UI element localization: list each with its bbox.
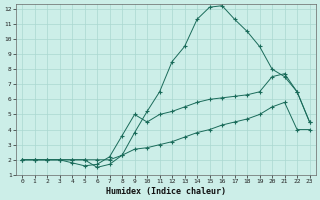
X-axis label: Humidex (Indice chaleur): Humidex (Indice chaleur) [106,187,226,196]
